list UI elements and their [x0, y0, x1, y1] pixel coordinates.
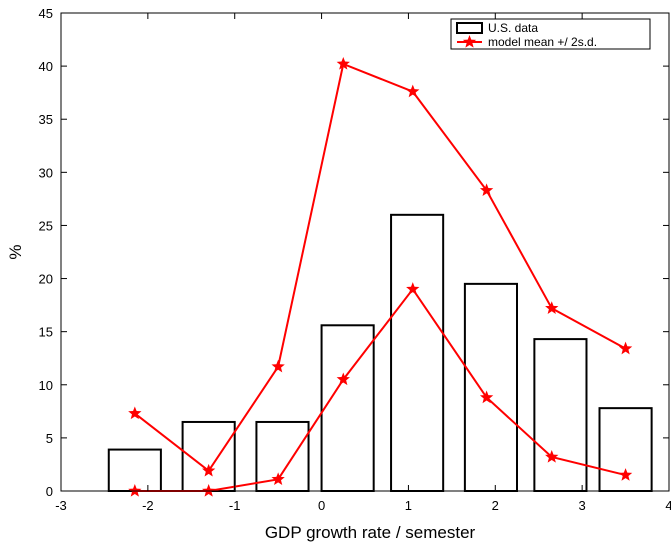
x-tick-label: -1 — [229, 498, 241, 513]
model-upper-point — [271, 359, 285, 373]
legend-star-marker — [462, 35, 477, 48]
model-upper-point — [406, 84, 420, 98]
model-mean-point — [336, 372, 350, 386]
model-upper-point — [618, 341, 633, 355]
model-mean-line — [134, 287, 626, 492]
histogram-bar — [533, 338, 588, 493]
plot-frame — [60, 12, 670, 492]
x-tick-label: -3 — [55, 498, 67, 513]
model-mean-point — [202, 484, 216, 497]
y-tick-label: 40 — [39, 59, 53, 74]
legend-label-us-data: U.S. data — [488, 21, 538, 35]
x-axis-label: GDP growth rate / semester — [265, 523, 476, 542]
histogram-bar — [463, 282, 518, 492]
model-upper-point — [128, 406, 142, 420]
y-tick-label: 5 — [46, 431, 53, 446]
model-mean-point — [128, 484, 142, 497]
x-tick-label: 2 — [492, 498, 499, 513]
legend: U.S. data model mean +/ 2s.d. — [450, 18, 651, 50]
bars-layer — [107, 213, 653, 493]
y-tick-label: 0 — [46, 484, 53, 499]
legend-label-model: model mean +/ 2s.d. — [488, 35, 597, 49]
legend-box — [450, 18, 651, 50]
y-tick-label: 45 — [39, 6, 53, 21]
x-tick-label: 0 — [318, 498, 325, 513]
x-tick-label: 3 — [579, 498, 586, 513]
histogram-bar — [598, 407, 653, 492]
y-tick-label: 25 — [39, 218, 53, 233]
model-upper-point — [202, 463, 216, 477]
model-upper-point — [479, 183, 494, 197]
model-upper-point — [336, 56, 350, 70]
model-mean-point — [545, 450, 559, 463]
histogram-bar — [390, 213, 445, 492]
x-tick-label: -2 — [142, 498, 154, 513]
x-tick-label: 4 — [665, 498, 671, 513]
y-tick-label: 15 — [39, 325, 53, 340]
y-tick-label: 35 — [39, 112, 53, 127]
legend-bar-swatch — [456, 22, 483, 34]
model-mean-point — [406, 282, 420, 295]
x-tick-label: 1 — [405, 498, 412, 513]
y-axis-label: % — [6, 244, 25, 259]
model-mean-point — [271, 472, 285, 485]
y-tick-label: 10 — [39, 378, 53, 393]
model-mean-point — [618, 468, 633, 481]
model-upper-line — [134, 62, 627, 473]
model-mean-point — [479, 390, 494, 404]
model-lines-layer — [128, 56, 633, 497]
y-tick-label: 30 — [39, 165, 53, 180]
model-upper-point — [545, 301, 559, 314]
y-tick-label: 20 — [39, 272, 53, 287]
